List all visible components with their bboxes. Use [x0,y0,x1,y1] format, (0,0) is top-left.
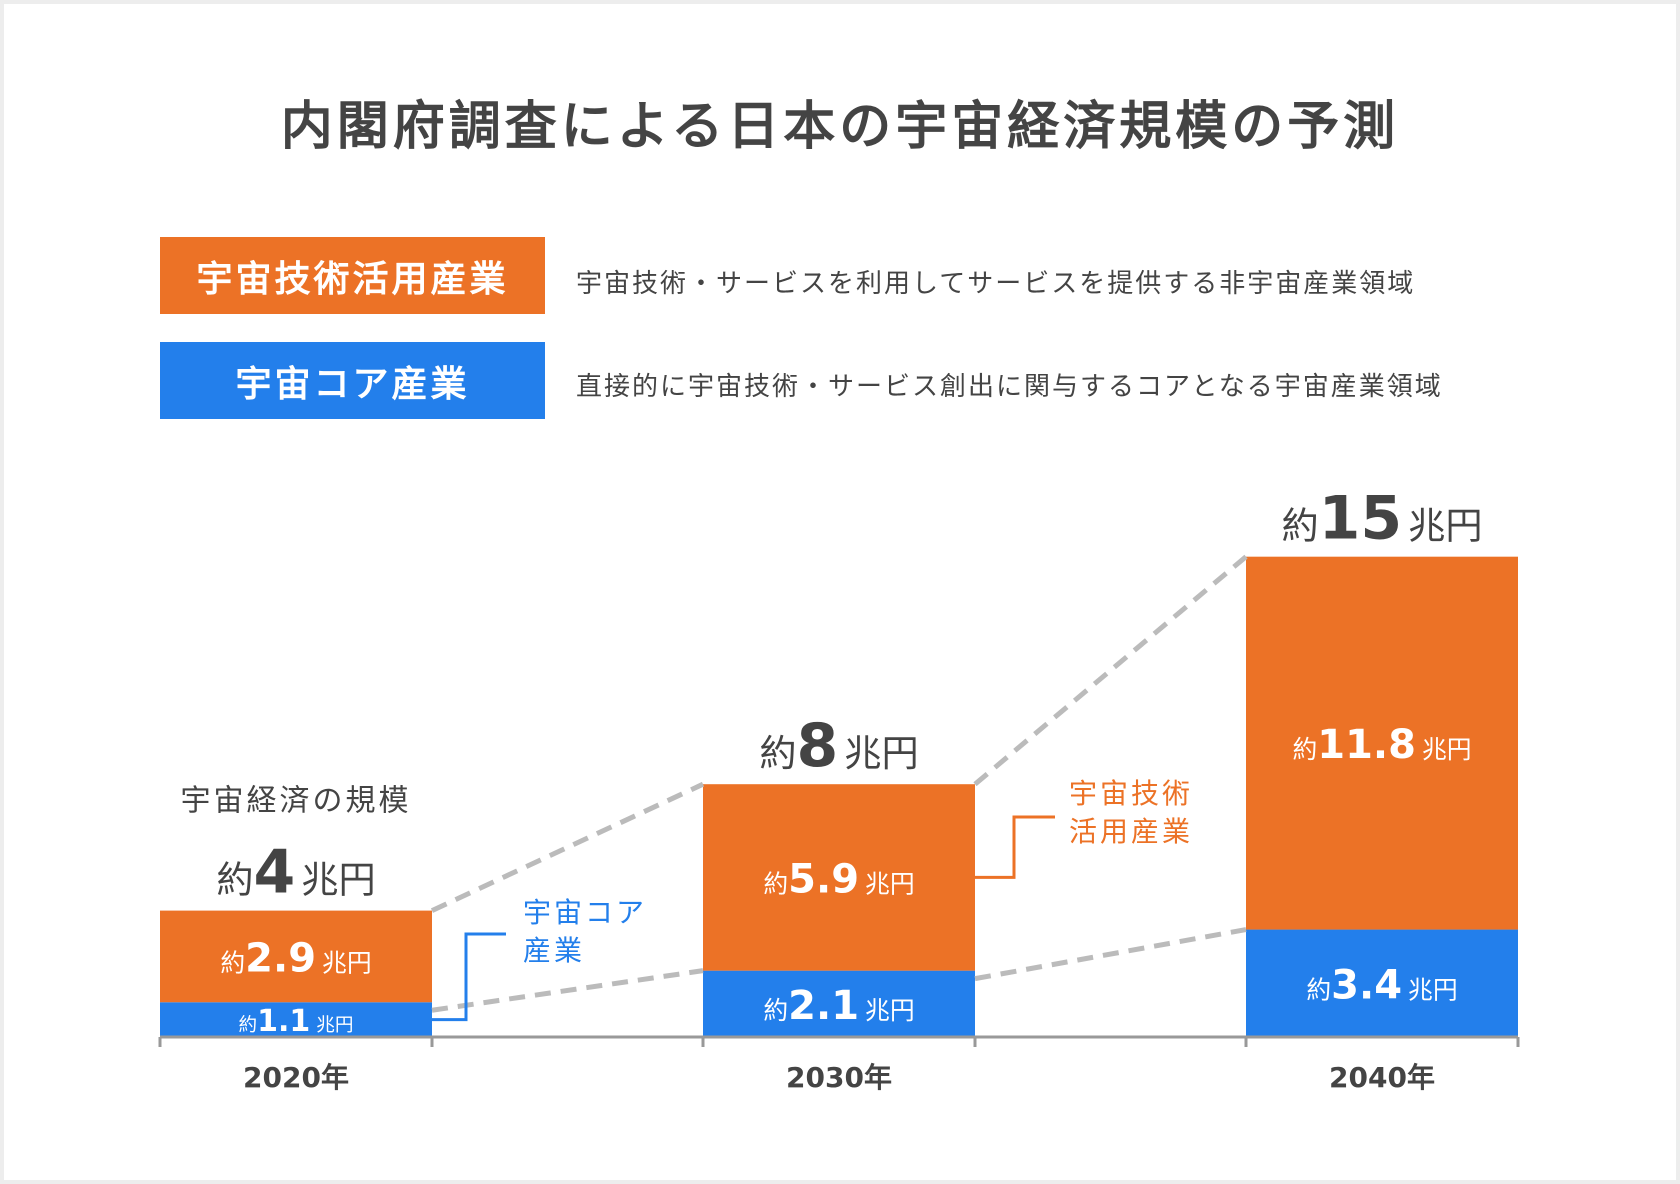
total-label: 約4 兆円 [216,838,375,908]
bar-utilization-2030年 [703,784,975,971]
total-heading: 宇宙経済の規模 [181,784,412,819]
data-label-core: 約2.1 兆円 [763,983,914,1029]
bar-utilization-2040年 [1246,556,1518,930]
data-label-utilization: 約11.8 兆円 [1292,722,1471,768]
bar-core-2020年 [160,1002,432,1037]
data-label-core: 約1.1 兆円 [239,1004,354,1039]
legend-utilization-description: 宇宙技術・サービスを利用してサービスを提供する非宇宙産業領域 [576,269,1416,299]
bar-core-2030年 [703,970,975,1037]
total-label: 約8 兆円 [759,711,918,781]
callout-core-line [432,932,506,1022]
x-tick-label: 2040年 [1329,1061,1435,1094]
page-title: 内閣府調査による日本の宇宙経済規模の予測 [280,97,1400,157]
connector-total [973,554,1248,787]
callout-core-text: 宇宙コア [523,896,647,929]
callout-core-text: 産業 [523,934,585,967]
data-label-core: 約3.4 兆円 [1306,962,1457,1008]
callout-utilization-text: 活用産業 [1069,815,1193,848]
data-label-utilization: 約2.9 兆円 [220,935,371,981]
bar-core-2040年 [1246,929,1518,1037]
x-tick-label: 2030年 [786,1061,892,1094]
connector-total [430,781,705,913]
callout-utilization-text: 宇宙技術 [1069,777,1193,810]
legend-utilization-label: 宇宙技術活用産業 [160,237,545,314]
legend-core-label: 宇宙コア産業 [160,342,545,419]
bar-utilization-2020年 [160,910,432,1003]
callout-utilization-line [975,815,1055,879]
connector-core [431,968,704,1013]
legend-core-description: 直接的に宇宙技術・サービス創出に関与するコアとなる宇宙産業領域 [576,372,1443,402]
total-label: 約15 兆円 [1281,484,1482,554]
connector-core [974,927,1247,982]
x-tick-label: 2020年 [243,1061,349,1094]
data-label-utilization: 約5.9 兆円 [763,856,914,902]
